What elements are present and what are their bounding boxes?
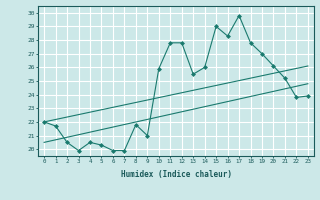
X-axis label: Humidex (Indice chaleur): Humidex (Indice chaleur) — [121, 170, 231, 179]
